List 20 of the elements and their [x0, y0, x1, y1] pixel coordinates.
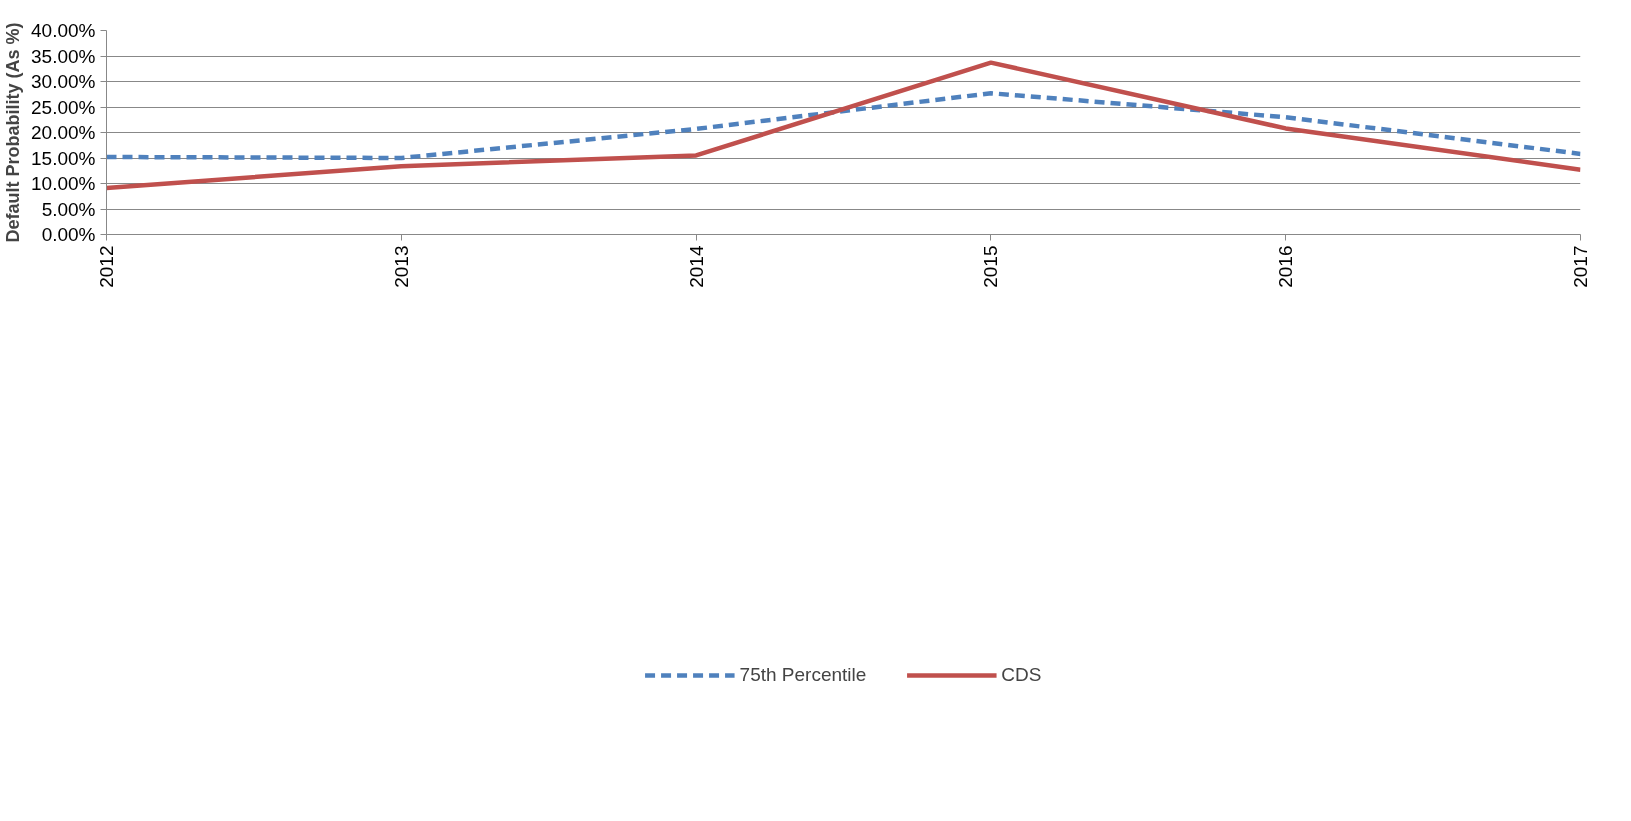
legend-label: 75th Percentile	[739, 663, 867, 686]
line-series	[106, 90, 1581, 161]
y-tick-label: 15.00%	[31, 147, 96, 169]
y-tick-label: 10.00%	[31, 173, 96, 194]
y-tick-label: 40.00%	[31, 20, 96, 41]
y-tick-label: 30.00%	[31, 71, 96, 92]
x-tick-label: 2013	[390, 245, 412, 288]
y-tick-label: 20.00%	[31, 122, 96, 143]
y-axis-title: Default Probability (As %)	[3, 22, 24, 243]
x-tick-label: 2017	[1570, 245, 1591, 288]
y-tick-label: 0.00%	[41, 224, 96, 245]
x-tick-label: 2015	[980, 245, 1002, 288]
x-tick-label: 2014	[685, 245, 707, 288]
x-tick-label: 2016	[1275, 245, 1297, 288]
y-tick-label: 35.00%	[31, 45, 96, 67]
legend-label: CDS	[1001, 663, 1042, 686]
y-tick-label: 5.00%	[41, 198, 96, 220]
y-tick-label: 25.00%	[31, 96, 96, 118]
line-series	[106, 60, 1581, 191]
x-tick-label: 2012	[96, 245, 117, 288]
